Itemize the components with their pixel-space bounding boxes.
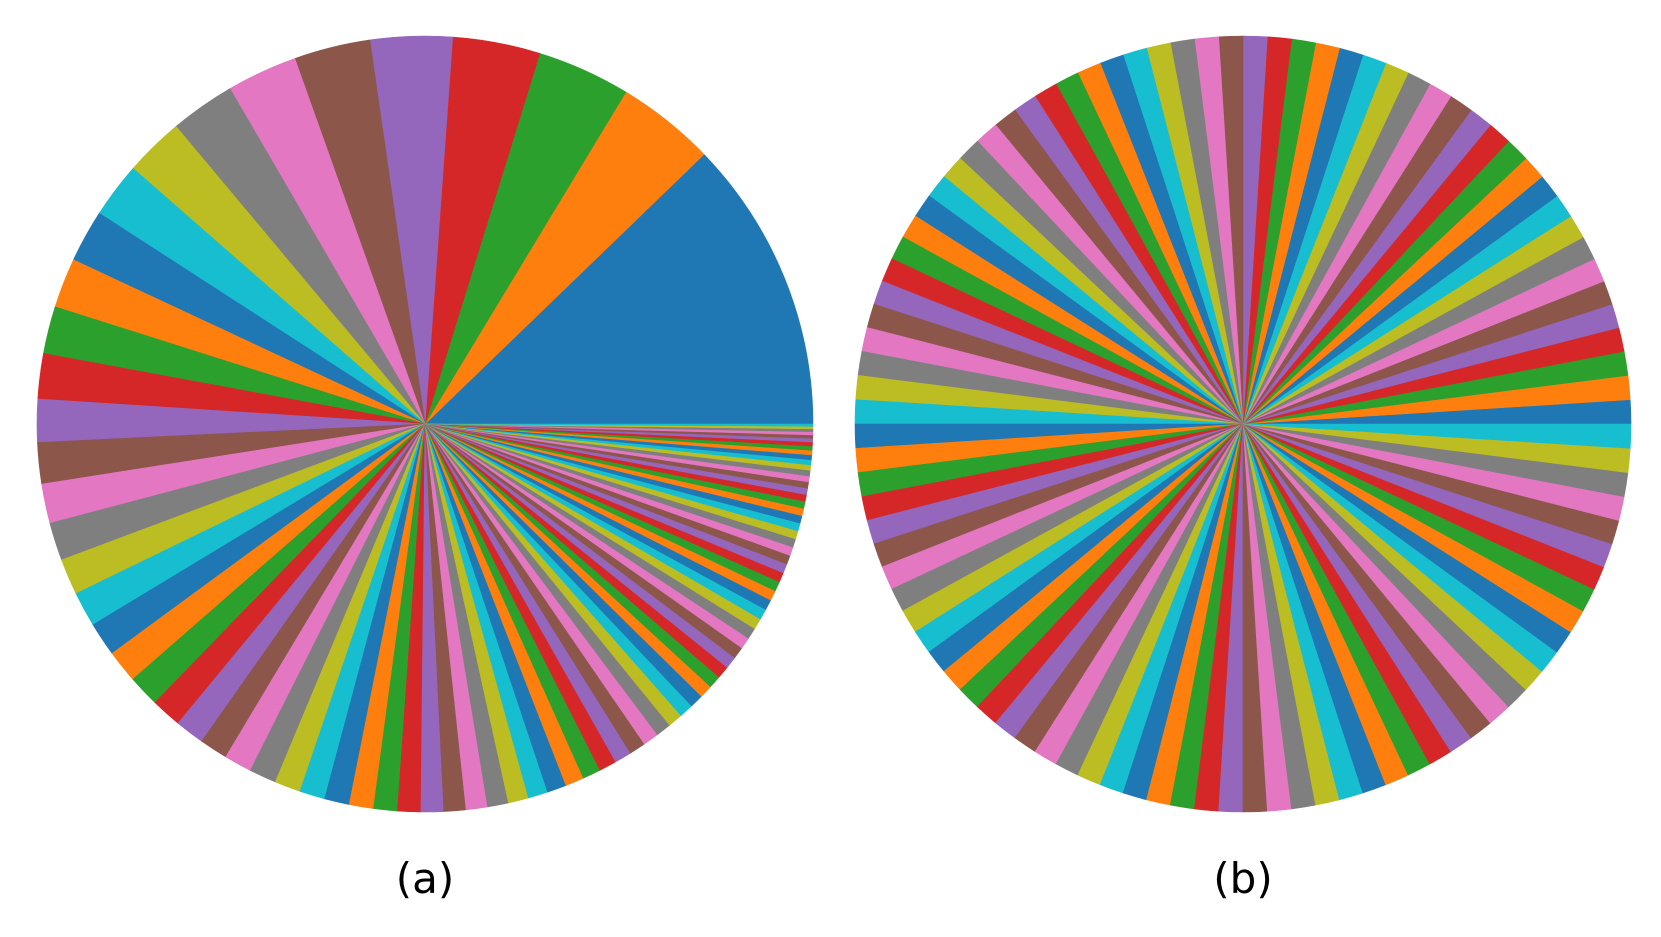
panel-label-a: (a) [396,854,455,903]
pie-chart-a [36,35,814,813]
pie-a-slice-90 [424,423,814,427]
panel-label-b: (b) [1213,854,1272,903]
pie-a-slice-1 [424,153,814,425]
pie-chart-b [854,35,1632,813]
pie-b-slice-100 [1242,423,1632,449]
